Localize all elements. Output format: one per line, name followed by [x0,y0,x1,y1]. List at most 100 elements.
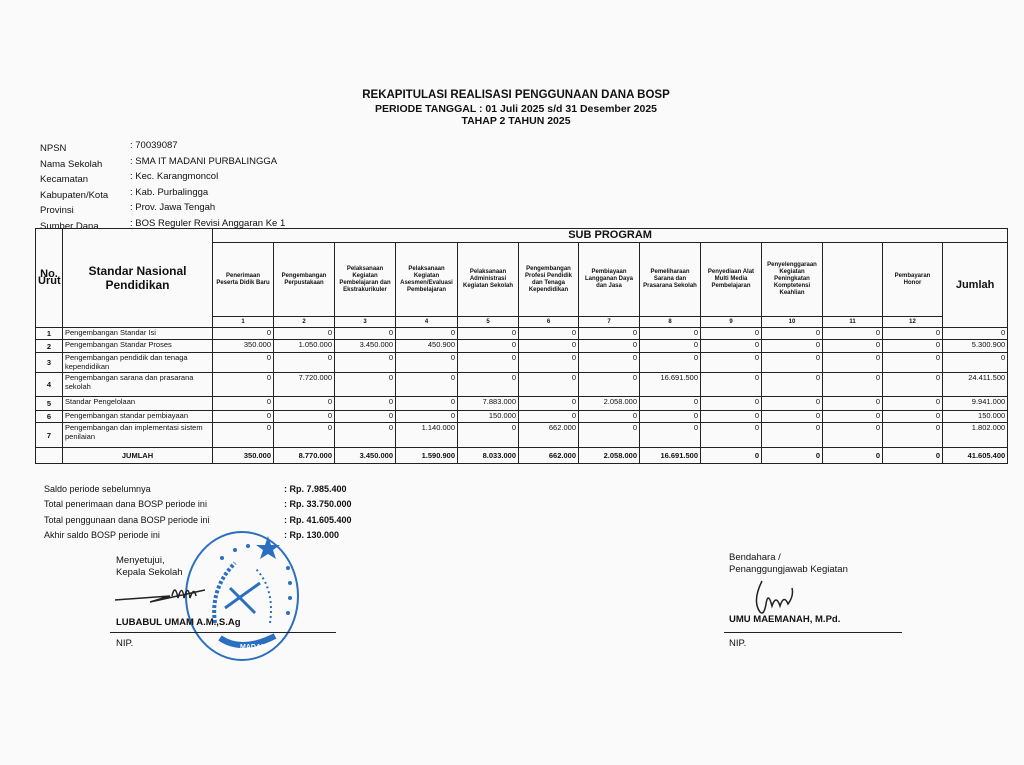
cell-value: 0 [700,352,762,373]
total-value: 662.000 [518,447,579,464]
row-total: 1.802.000 [941,422,1009,448]
cell-value: 0 [882,352,943,373]
approver-label-1: Menyetujui, [116,555,165,566]
column-header: Penyelenggaraan Kegiatan Peningkatan Kom… [761,242,823,317]
info-value: : Kec. Karangmoncol [130,171,219,182]
cell-value: 0 [700,410,762,423]
cell-value: 0 [212,327,274,340]
column-header: Pengembangan Profesi Pendidik dan Tenaga… [518,242,579,317]
cell-value: 0 [334,422,396,448]
cell-value: 7.720.000 [273,372,335,397]
row-standard: Pengembangan dan implementasi sistem pen… [62,422,213,448]
row-number: 6 [35,410,63,423]
column-number: 11 [822,316,883,328]
cell-value: 0 [518,327,579,340]
row-standard: Pengembangan Standar Proses [62,339,213,353]
cell-value: 0 [761,352,823,373]
cell-value: 0 [578,372,640,397]
cell-value: 0 [518,396,579,411]
column-header: Pelaksanaan Kegiatan Asesmen/Evaluasi Pe… [395,242,458,317]
table-row: 1 Pengembangan Standar Isi 0 0 0 0 0 0 0 0 0 0 0 0 0 [35,327,1009,340]
cell-value: 0 [882,339,943,353]
cell-value: 0 [518,372,579,397]
cell-value: 1.050.000 [273,339,335,353]
cell-value: 450.900 [395,339,458,353]
column-number: 10 [761,316,823,328]
cell-value: 0 [518,339,579,353]
row-standard: Pengembangan pendidik dan tenaga kependi… [62,352,213,373]
cell-value: 0 [212,352,274,373]
headmaster-name: LUBABUL UMAM A.M.,S.Ag [116,617,241,628]
cell-value: 0 [882,396,943,411]
cell-value: 0 [882,410,943,423]
total-value: 3.450.000 [334,447,396,464]
column-number: 4 [395,316,458,328]
headmaster-line [110,632,336,633]
row-total: 0 [941,352,1009,373]
table-row: 6 Pengembangan standar pembiayaan 0 0 0 0 150.… [35,410,1009,423]
headmaster-signature [114,589,206,603]
column-header: Pengembangan Perpustakaan [273,242,335,317]
cell-value: 0 [273,410,335,423]
recap-table: No. Urut Standar Nasional Pendidikan SUB P… [35,228,1009,464]
cell-value: 0 [761,372,823,397]
column-header: Pemeliharaan Sarana dan Prasarana Sekola… [639,242,701,317]
column-header: Pembiayaan Langganan Daya dan Jasa [578,242,640,317]
cell-value: 0 [395,327,458,340]
summary-value: : Rp. 130.000 [284,529,340,540]
cell-value: 0 [334,372,396,397]
cell-value: 0 [882,327,943,340]
cell-value: 0 [212,422,274,448]
table-row: 3 Pengembangan pendidik dan tenaga kepend… [35,352,1009,373]
standard-header: Standar Nasional Pendidikan [62,228,213,328]
column-number: 3 [334,316,396,328]
cell-value: 0 [700,396,762,411]
cell-value: 0 [639,352,701,373]
cell-value: 0 [273,327,335,340]
cell-value: 0 [395,396,458,411]
school-stamp: MADANI [185,531,299,661]
cell-value: 0 [822,396,883,411]
row-number: 3 [35,352,63,373]
cell-value: 0 [700,372,762,397]
row-standard: Pengembangan sarana dan prasarana sekola… [62,372,213,397]
title-stage: TAHAP 2 TAHUN 2025 [461,115,571,127]
column-number: 7 [578,316,640,328]
cell-value: 0 [457,327,519,340]
column-number: 9 [700,316,762,328]
cell-value: 0 [457,372,519,397]
row-total: 24.411.500 [941,372,1009,397]
cell-value: 0 [212,372,274,397]
column-header: Pelaksanaan Administrasi Kegiatan Sekola… [457,242,519,317]
cell-value: 7.883.000 [457,396,519,411]
summary-label: Total penerimaan dana BOSP periode ini [44,499,207,510]
treasurer-label-2: Penanggungjawab Kegiatan [729,564,848,575]
cell-value: 0 [761,339,823,353]
summary-value: : Rp. 7.985.400 [284,484,347,494]
total-value: 0 [882,447,943,464]
cell-value: 0 [578,352,640,373]
row-total: 9.941.000 [941,396,1009,411]
total-value: 0 [700,447,762,464]
cell-value: 0 [822,339,883,353]
info-value: : SMA IT MADANI PURBALINGGA [130,155,278,167]
row-number: 2 [35,339,63,353]
column-header: Penyediaan Alat Multi Media Pembelajaran [700,242,762,317]
approver-label-2: Kepala Sekolah [116,567,183,578]
total-value: 0 [822,447,883,464]
total-value: 0 [761,447,823,464]
cell-value: 0 [822,410,883,423]
row-number: 1 [35,327,63,340]
cell-value: 0 [457,339,519,353]
total-label: JUMLAH [62,447,213,464]
no-header: No. Urut [35,228,63,328]
cell-value: 0 [761,327,823,340]
summary-label: Saldo periode sebelumnya [44,484,151,494]
column-number: 12 [882,316,943,328]
column-header: Penerimaan Peserta Didik Baru [212,242,274,317]
row-number: 5 [35,396,63,411]
total-value: 1.590.900 [395,447,458,464]
cell-value: 0 [761,422,823,448]
row-total: 150.000 [941,410,1009,423]
total-row: JUMLAH 350.000 8.770.000 3.450.000 1.590.900… [35,447,1009,464]
